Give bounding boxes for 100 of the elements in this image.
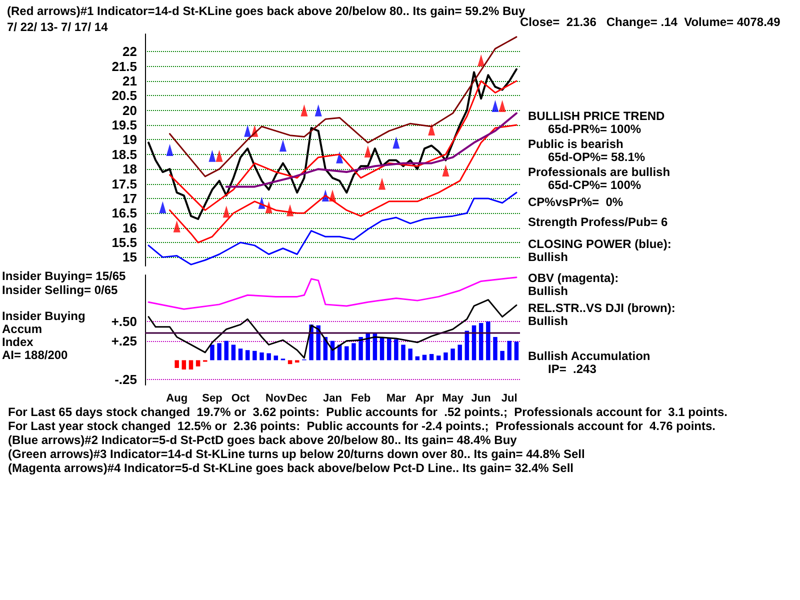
bar xyxy=(429,354,434,360)
bar xyxy=(458,344,462,360)
line-series xyxy=(148,192,518,266)
bar xyxy=(266,353,271,360)
y-tick-label: 17 xyxy=(122,190,137,206)
y-tick-label: 15.5 xyxy=(112,235,137,250)
bar xyxy=(231,344,236,360)
y-tick-label: 21.5 xyxy=(112,58,137,74)
text: Bullish xyxy=(528,284,568,298)
text: (Blue arrows)#2 Indicator=5-d St-PctD goes back above 20/below 80.. Its gain= 48.4% Buy xyxy=(8,433,518,447)
bar xyxy=(408,348,412,360)
line-series xyxy=(169,36,518,178)
chart-title: (Red arrows)#1 Indicator=14-d St-KLine goes back above 20/below 80.. Its gain= 59.2% Buy xyxy=(7,4,526,18)
bar xyxy=(450,348,455,360)
bar xyxy=(260,352,264,360)
text: Index xyxy=(2,335,34,349)
x-tick-label: Jan xyxy=(323,392,342,404)
y-tick-label: 16.5 xyxy=(112,206,137,221)
text: For Last year stock changed 12.5% or 2.36 points: Public accounts for -2.4 points.; Professionals account for 4.76 points. xyxy=(8,419,716,433)
bar xyxy=(295,360,300,363)
x-tick-label: Jun xyxy=(471,392,492,404)
y-tick-label: 18 xyxy=(122,162,137,177)
bar xyxy=(344,346,349,360)
text: OBV (magenta): xyxy=(528,271,619,285)
bar xyxy=(486,321,490,360)
y-tick-label: +.50 xyxy=(111,314,137,329)
line-series xyxy=(169,80,518,211)
x-tick-label: Jul xyxy=(501,392,518,404)
y-tick-label: 21 xyxy=(122,73,137,88)
bar xyxy=(358,336,363,360)
y-tick-label: 16 xyxy=(122,220,137,236)
line-series xyxy=(225,112,518,188)
bar xyxy=(245,350,250,360)
bar xyxy=(478,323,484,360)
text: Insider Buying xyxy=(2,309,86,323)
x-tick-label: Apr xyxy=(415,392,435,404)
text: For Last 65 days stock changed 19.7% or 3.62 points: Public accounts for .52 points.; Professionals account for 3.1 points. xyxy=(8,405,728,419)
chart-subtitle: 7/ 22/ 13- 7/ 17/ 14 xyxy=(7,20,108,34)
text: (Green arrows)#3 Indicator=14-d St-KLine turns up below 20/turns down over 80.. Its gain= 44.8% Sell xyxy=(8,447,585,461)
y-tick-label: 15 xyxy=(122,250,137,265)
x-tick-label: Dec xyxy=(287,392,308,404)
bar xyxy=(401,344,406,360)
line-series xyxy=(148,276,518,310)
bar xyxy=(514,342,519,360)
text: IP= .243 xyxy=(548,362,597,376)
bar xyxy=(507,340,512,360)
text: (Magenta arrows)#4 Indicator=5-d St-KLine goes back above/below Pct-D Line.. Its gain= 32.4% Sell xyxy=(8,461,574,475)
text: 65d-PR%= 100% xyxy=(548,122,642,136)
bar xyxy=(196,360,200,366)
bar xyxy=(238,348,243,360)
text: Bullish Accumulation xyxy=(528,349,650,363)
text: Insider Buying= 15/65 xyxy=(2,269,126,283)
x-tick-label: Mar xyxy=(386,392,407,404)
bar xyxy=(182,360,186,370)
y-tick-label: 19.5 xyxy=(112,118,137,133)
bar xyxy=(444,352,448,360)
y-tick-label: 22 xyxy=(122,44,137,60)
text: Strength Profess/Pub= 6 xyxy=(528,215,668,229)
bar xyxy=(274,356,278,360)
y-tick-label: 19 xyxy=(122,132,137,148)
bar xyxy=(386,338,392,360)
bar xyxy=(252,350,257,360)
y-tick-label: 17.5 xyxy=(112,176,137,192)
x-tick-label: Nov xyxy=(266,392,288,404)
text: CP%vsPr%= 0% xyxy=(528,195,624,209)
x-tick-label: Sep xyxy=(202,392,223,404)
bar xyxy=(394,339,398,360)
bar xyxy=(436,356,441,360)
line-series xyxy=(148,299,518,359)
bar xyxy=(188,360,194,370)
text: Accum xyxy=(2,322,42,336)
text: 65d-OP%= 58.1% xyxy=(548,150,646,164)
text: Bullish xyxy=(528,314,568,328)
x-tick-label: May xyxy=(442,392,464,404)
bar xyxy=(352,343,356,360)
y-tick-label: +.25 xyxy=(111,333,137,348)
text: BULLISH PRICE TREND xyxy=(528,109,666,123)
bar xyxy=(217,343,222,360)
y-tick-label: 20.5 xyxy=(112,88,137,104)
x-tick-label: Feb xyxy=(351,392,371,404)
bar xyxy=(224,340,228,360)
bar xyxy=(493,336,498,360)
bar xyxy=(210,344,214,360)
y-tick-label: 18.5 xyxy=(112,146,137,162)
text: Insider Selling= 0/65 xyxy=(2,283,118,297)
y-tick-label: 20 xyxy=(122,102,137,118)
bar xyxy=(288,360,292,364)
bar xyxy=(500,350,504,360)
text: CLOSING POWER (blue): xyxy=(528,237,672,251)
text: Public is bearish xyxy=(528,137,624,151)
x-tick-label: Oct xyxy=(231,392,250,404)
text: REL.STR..VS DJI (brown): xyxy=(528,301,676,315)
text: 65d-CP%= 100% xyxy=(548,178,642,192)
x-tick-label: Aug xyxy=(166,392,188,404)
text: Professionals are bullish xyxy=(528,165,670,179)
line-series xyxy=(169,124,518,244)
text: AI= 188/200 xyxy=(2,348,68,362)
y-tick-label: -.25 xyxy=(114,372,137,388)
text: Bullish xyxy=(528,250,568,264)
bar xyxy=(174,360,179,368)
